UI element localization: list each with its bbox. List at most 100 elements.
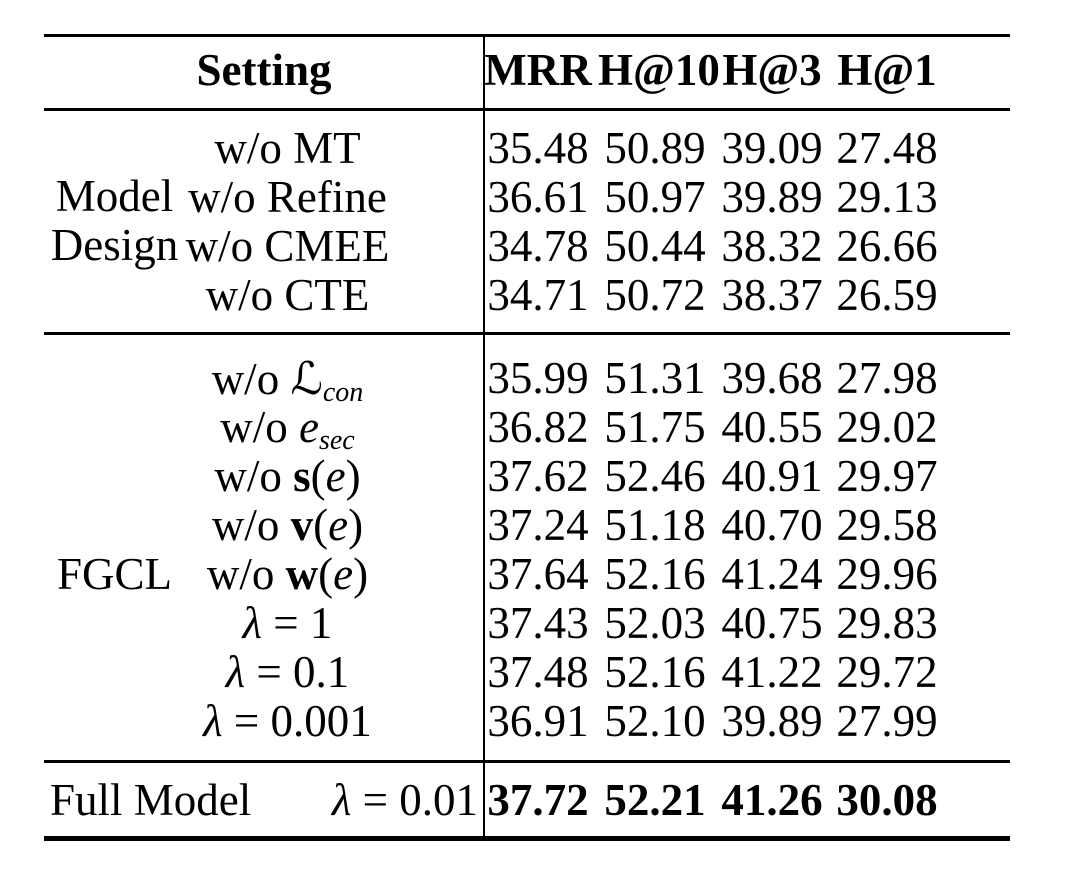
- header-metric-h3: H@3: [722, 45, 822, 95]
- lambda-symbol: λ: [242, 598, 263, 648]
- value-cell-h1: 29.02: [836, 402, 938, 452]
- value-cell-h1: 27.99: [836, 696, 938, 746]
- subscript: sec: [318, 425, 355, 456]
- lambda-symbol: λ: [331, 775, 352, 825]
- setting-cell: λ = 0.001: [185, 697, 390, 746]
- lambda-value: = 0.1: [245, 647, 350, 697]
- setting-cell: w/o v(e): [185, 501, 390, 550]
- lambda-value: = 0.001: [222, 696, 372, 746]
- value-cell-mrr: 34.71: [487, 270, 589, 320]
- value-cell-h10: 52.03: [604, 598, 706, 648]
- table-row: λ = 0.001 36.91 52.10 39.89 27.99: [0, 697, 1080, 746]
- value-cell-h10: 51.31: [604, 353, 706, 403]
- value-cell-mrr: 35.99: [487, 353, 589, 403]
- value-cell-h1: 29.72: [836, 647, 938, 697]
- setting-cell: w/o CMEE: [185, 221, 390, 271]
- value-cell-mrr: 36.61: [487, 172, 589, 222]
- setting-cell: λ = 0.1: [185, 648, 390, 697]
- paren-close: ): [345, 451, 361, 501]
- value-cell-h10: 51.18: [604, 500, 706, 550]
- value-cell-h3: 39.89: [721, 172, 823, 222]
- value-cell-h3: 39.09: [721, 123, 823, 173]
- header-rule: [44, 108, 1010, 111]
- table-row: w/o ℒcon 35.99 51.31 39.68 27.98: [0, 352, 1080, 407]
- value-cell-mrr: 37.43: [487, 598, 589, 648]
- table-row: w/o s(e) 37.62 52.46 40.91 29.97: [0, 452, 1080, 501]
- full-model-row: Full Model λ = 0.01 37.72 52.21 41.26 30…: [0, 776, 1080, 825]
- value-cell-h3: 38.37: [721, 270, 823, 320]
- lambda-symbol: λ: [225, 647, 246, 697]
- header-metric-h1: H@1: [837, 45, 937, 95]
- table-row: w/o Refine 36.61 50.97 39.89 29.13: [0, 173, 1080, 222]
- value-cell-h3: 40.91: [721, 451, 823, 501]
- value-cell-h3: 40.55: [721, 402, 823, 452]
- group-label-fgcl: FGCL: [56, 549, 173, 599]
- setting-cell: w/o Refine: [188, 172, 387, 222]
- value-cell-h3: 40.75: [721, 598, 823, 648]
- setting-cell: w/o MT: [214, 123, 361, 173]
- bottom-rule: [44, 836, 1010, 841]
- value-cell-h3: 39.89: [721, 696, 823, 746]
- value-cell-h10: 50.44: [604, 221, 706, 271]
- wo-prefix: w/o: [220, 402, 299, 452]
- setting-cell: w/o ℒcon: [185, 352, 390, 407]
- value-cell-mrr: 37.72: [487, 775, 589, 825]
- paren-open: (: [310, 451, 326, 501]
- setting-cell: λ = 1: [185, 599, 390, 648]
- value-cell-h3: 39.68: [721, 353, 823, 403]
- value-cell-h10: 52.21: [604, 775, 706, 825]
- value-cell-mrr: 37.64: [487, 549, 589, 599]
- wo-prefix: w/o: [211, 354, 291, 404]
- subscript: con: [322, 377, 364, 408]
- header-metric-mrr: MRR: [484, 45, 592, 95]
- bold-w-symbol: w: [285, 549, 319, 599]
- wo-prefix: w/o: [211, 500, 291, 550]
- value-cell-mrr: 34.78: [487, 221, 589, 271]
- value-cell-h3: 38.32: [721, 221, 823, 271]
- value-cell-h1: 29.97: [836, 451, 938, 501]
- lambda-value: = 0.01: [351, 775, 478, 825]
- paren-open: (: [318, 549, 334, 599]
- bold-s-symbol: s: [293, 451, 311, 501]
- value-cell-h10: 52.46: [604, 451, 706, 501]
- value-cell-h1: 30.08: [836, 775, 938, 825]
- value-cell-h1: 27.48: [836, 123, 938, 173]
- value-cell-h1: 29.83: [836, 598, 938, 648]
- group-label-model-design: Model Design: [50, 171, 179, 270]
- lambda-value: = 1: [262, 598, 333, 648]
- value-cell-h1: 29.13: [836, 172, 938, 222]
- table-row: w/o w(e) 37.64 52.16 41.24 29.96: [0, 550, 1080, 599]
- value-cell-mrr: 37.24: [487, 500, 589, 550]
- value-cell-h10: 50.72: [604, 270, 706, 320]
- paren-open: (: [313, 500, 329, 550]
- value-cell-mrr: 36.82: [487, 402, 589, 452]
- group-divider-rule: [44, 332, 1010, 335]
- table-row: w/o CMEE 34.78 50.44 38.32 26.66: [0, 222, 1080, 271]
- value-cell-h10: 52.16: [604, 549, 706, 599]
- e-argument: e: [333, 549, 354, 599]
- setting-cell: w/o s(e): [185, 452, 390, 501]
- value-cell-h1: 29.58: [836, 500, 938, 550]
- setting-cell: w/o CTE: [205, 270, 370, 320]
- table-row: w/o CTE 34.71 50.72 38.37 26.59: [0, 271, 1080, 320]
- value-cell-h10: 51.75: [604, 402, 706, 452]
- value-cell-h1: 26.59: [836, 270, 938, 320]
- table-row: w/o esec 36.82 51.75 40.55 29.02: [0, 402, 1080, 455]
- paren-close: ): [348, 500, 364, 550]
- setting-cell: w/o w(e): [185, 550, 390, 599]
- bold-v-symbol: v: [290, 500, 314, 550]
- value-cell-h3: 41.24: [721, 549, 823, 599]
- value-cell-mrr: 37.62: [487, 451, 589, 501]
- value-cell-h10: 52.16: [604, 647, 706, 697]
- table-row: λ = 1 37.43 52.03 40.75 29.83: [0, 599, 1080, 648]
- value-cell-mrr: 36.91: [487, 696, 589, 746]
- e-argument: e: [325, 451, 346, 501]
- setting-cell: w/o esec: [185, 402, 390, 455]
- header-setting: Setting: [196, 45, 332, 95]
- script-l-symbol: ℒ: [290, 352, 323, 405]
- table-row: w/o v(e) 37.24 51.18 40.70 29.58: [0, 501, 1080, 550]
- full-model-lambda: λ = 0.01: [272, 776, 478, 825]
- table-row: λ = 0.1 37.48 52.16 41.22 29.72: [0, 648, 1080, 697]
- paren-close: ): [353, 549, 369, 599]
